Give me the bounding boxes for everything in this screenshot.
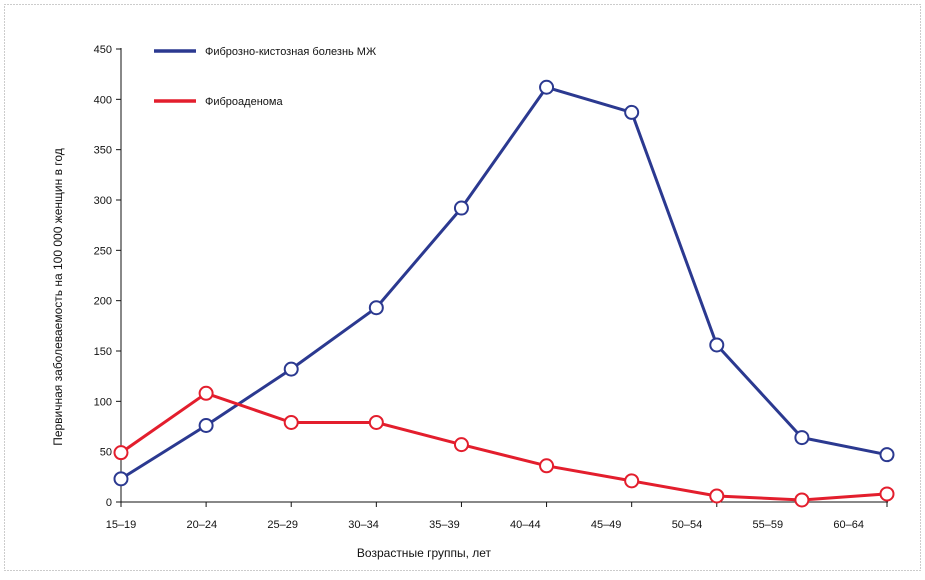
y-tick-label: 0	[106, 497, 112, 509]
data-point-fibrocystic	[539, 79, 555, 95]
data-point-fibroadenoma	[794, 492, 810, 508]
data-point-fibroadenoma	[368, 414, 384, 430]
data-point-fibroadenoma	[624, 473, 640, 489]
data-point-fibrocystic	[453, 200, 469, 216]
data-point-fibroadenoma	[283, 414, 299, 430]
data-point-fibroadenoma	[453, 437, 469, 453]
legend-label-fibroadenoma: Фиброаденома	[205, 96, 283, 108]
legend: Фиброзно-кистозная болезнь МЖ Фиброадено…	[154, 46, 376, 108]
data-point-fibroadenoma	[879, 486, 895, 502]
legend-label-fibrocystic: Фиброзно-кистозная болезнь МЖ	[205, 46, 376, 58]
x-tick-label: 55–59	[753, 519, 784, 531]
x-tick-label: 25–29	[267, 519, 298, 531]
data-point-fibroadenoma	[113, 445, 129, 461]
y-tick-label: 400	[94, 94, 112, 106]
data-point-fibrocystic	[794, 430, 810, 446]
series-line-fibroadenoma	[119, 391, 889, 502]
data-point-fibrocystic	[709, 337, 725, 353]
series-layer	[113, 79, 895, 508]
y-tick-label: 450	[94, 44, 112, 56]
y-tick-label: 100	[94, 396, 112, 408]
x-tick-label: 45–49	[591, 519, 622, 531]
x-axis-title: Возрастные группы, лет	[357, 546, 492, 560]
data-point-fibrocystic	[283, 361, 299, 377]
y-axis-title: Первичная заболеваемость на 100 000 женщ…	[51, 148, 65, 446]
data-point-fibrocystic	[113, 471, 129, 487]
data-point-fibroadenoma	[539, 458, 555, 474]
y-tick-label: 200	[94, 296, 112, 308]
data-point-fibroadenoma	[198, 385, 214, 401]
y-tick-label: 250	[94, 245, 112, 257]
chart-border	[4, 4, 921, 571]
x-tick-label: 30–34	[348, 519, 379, 531]
data-point-fibrocystic	[624, 104, 640, 120]
x-tick-label: 15–19	[106, 519, 137, 531]
data-point-fibrocystic	[368, 300, 384, 316]
x-tick-label: 40–44	[510, 519, 541, 531]
y-tick-label: 300	[94, 195, 112, 207]
x-tick-label: 35–39	[429, 519, 460, 531]
y-tick-label: 350	[94, 145, 112, 157]
data-point-fibrocystic	[879, 447, 895, 463]
y-tick-label: 150	[94, 346, 112, 358]
data-point-fibroadenoma	[709, 488, 725, 504]
y-axis: 0 50 100 150 200 250 300 350 400 450	[94, 44, 122, 509]
x-tick-label: 60–64	[833, 519, 864, 531]
data-point-fibrocystic	[198, 417, 214, 433]
x-axis: 15–19 20–24 25–29 30–34 35–39 40–44 45–49 50–54…	[106, 501, 888, 531]
y-tick-label: 50	[100, 447, 112, 459]
x-tick-label: 50–54	[672, 519, 703, 531]
x-tick-label: 20–24	[187, 519, 218, 531]
series-line-fibrocystic	[119, 85, 889, 481]
